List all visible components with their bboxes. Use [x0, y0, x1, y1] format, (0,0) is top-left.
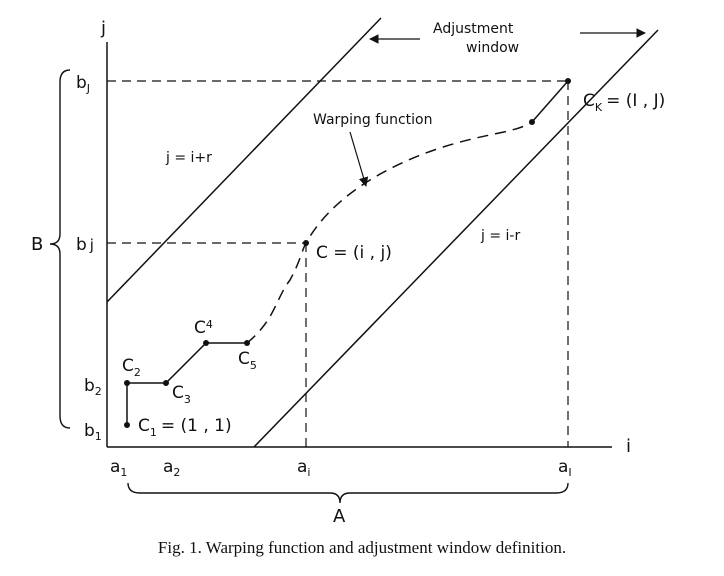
- brace-y: [49, 69, 71, 429]
- x-tick-ai: ai: [297, 457, 310, 479]
- point-ck: [565, 78, 571, 84]
- y-tick-b1: b1: [84, 421, 102, 443]
- label-c: C = (i , j): [316, 243, 392, 263]
- lower-window-line: [253, 29, 659, 448]
- brace-x-label: A: [333, 506, 346, 527]
- point-c4: [203, 340, 209, 346]
- brace-y-label: B: [31, 234, 43, 255]
- label-c1: C1 = (1 , 1): [138, 416, 232, 439]
- adjustment-window-line2: window: [466, 40, 519, 56]
- warping-function-label: Warping function: [313, 112, 432, 128]
- brace-x: [127, 482, 569, 504]
- lower-line-label: j = i-r: [480, 228, 520, 244]
- y-tick-bJ: bJ: [76, 73, 90, 95]
- x-tick-a2: a2: [163, 457, 180, 479]
- point-near-ck: [529, 119, 535, 125]
- figure-caption: Fig. 1. Warping function and adjustment …: [157, 538, 567, 557]
- point-c: [303, 240, 309, 246]
- warping-path-start: [126, 342, 247, 425]
- upper-window-line: [106, 17, 382, 303]
- point-c1: [124, 422, 130, 428]
- label-c4: C4: [194, 318, 213, 338]
- point-c2: [124, 380, 130, 386]
- label-ck: CK = (I , J): [583, 91, 665, 114]
- x-axis-label: i: [626, 436, 631, 457]
- x-tick-aI: aI: [558, 457, 572, 479]
- warping-path-end: [531, 80, 569, 123]
- y-tick-b2: b2: [84, 376, 102, 398]
- point-c3: [163, 380, 169, 386]
- label-c5: C5: [238, 349, 257, 372]
- label-c2: C2: [122, 356, 141, 379]
- warping-arrow: [349, 131, 369, 187]
- warping-path-dashed: [246, 121, 533, 344]
- point-c5: [244, 340, 250, 346]
- x-tick-a1: a1: [110, 457, 127, 479]
- adjustment-window-line1: Adjustment: [433, 21, 514, 37]
- upper-line-label: j = i+r: [165, 150, 212, 166]
- y-axis-label: j: [100, 18, 106, 39]
- label-c3: C3: [172, 383, 191, 406]
- diagram-canvas: j i C1 = (1 , 1) C2 C3 C4 C5 C = (i , j) …: [31, 17, 665, 527]
